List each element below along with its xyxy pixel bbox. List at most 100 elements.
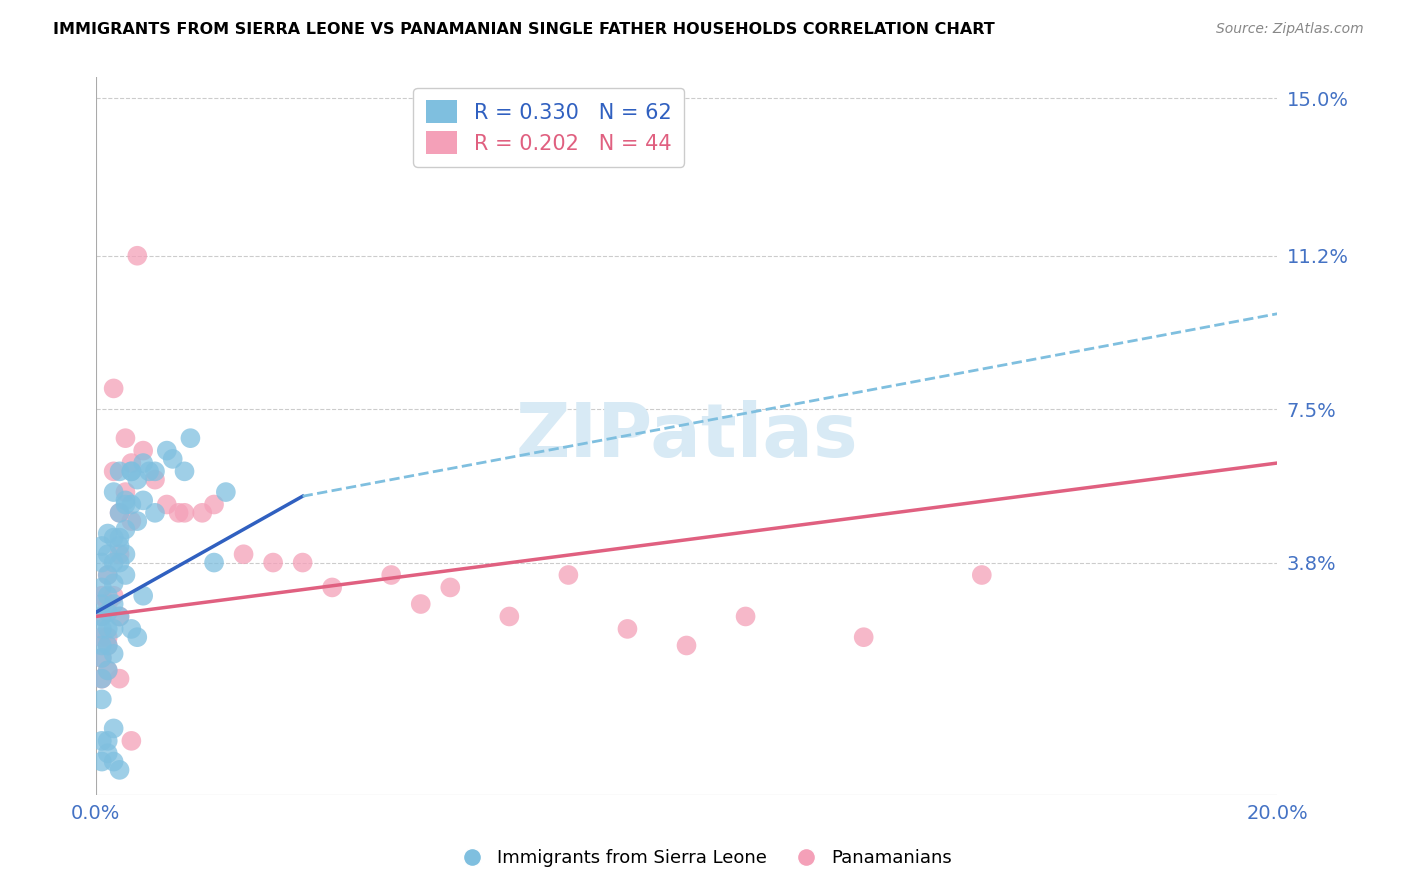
Point [97,622,120,636]
Point [215,485,238,500]
Point [108,531,131,545]
Point [108,556,131,570]
Point [127,514,149,528]
Point [97,547,120,561]
Point [90,622,112,636]
Point [120,456,142,470]
Point [132,589,155,603]
Point [103,647,125,661]
Point [120,464,142,478]
Point [127,630,149,644]
Point [132,456,155,470]
Point [114,547,136,561]
Point [120,498,142,512]
Point [127,249,149,263]
Point [162,451,184,466]
Point [90,672,112,686]
Point [498,609,520,624]
Point [97,597,120,611]
Point [439,581,461,595]
Point [108,609,131,624]
Point [409,597,432,611]
Point [103,464,125,478]
Point [90,609,112,624]
Point [108,464,131,478]
Point [191,506,214,520]
Point [114,485,136,500]
Point [114,568,136,582]
Point [103,597,125,611]
Point [557,568,579,582]
Point [103,485,125,500]
Point [90,609,112,624]
Point [90,639,112,653]
Point [90,734,112,748]
Point [321,581,343,595]
Point [103,622,125,636]
Point [120,514,142,528]
Point [380,568,402,582]
Point [970,568,993,582]
Point [90,651,112,665]
Point [90,597,112,611]
Point [90,672,112,686]
Point [97,734,120,748]
Point [852,630,875,644]
Point [97,747,120,761]
Point [202,498,225,512]
Point [90,556,112,570]
Legend: Immigrants from Sierra Leone, Panamanians: Immigrants from Sierra Leone, Panamanian… [446,842,960,874]
Point [103,755,125,769]
Point [114,498,136,512]
Point [616,622,638,636]
Point [138,464,160,478]
Point [173,506,195,520]
Point [108,547,131,561]
Point [90,630,112,644]
Point [97,639,120,653]
Point [97,589,120,603]
Point [262,556,284,570]
Point [103,531,125,545]
Point [97,605,120,619]
Text: Source: ZipAtlas.com: Source: ZipAtlas.com [1216,22,1364,37]
Point [120,734,142,748]
Point [103,722,125,736]
Point [143,464,166,478]
Text: ZIPatlas: ZIPatlas [515,400,858,473]
Point [90,581,112,595]
Point [103,381,125,395]
Point [132,443,155,458]
Point [179,431,201,445]
Point [90,755,112,769]
Point [291,556,314,570]
Point [120,464,142,478]
Point [143,473,166,487]
Point [90,651,112,665]
Point [108,609,131,624]
Point [103,576,125,591]
Point [108,506,131,520]
Point [156,498,179,512]
Point [114,522,136,536]
Point [90,692,112,706]
Point [143,506,166,520]
Point [97,639,120,653]
Point [127,473,149,487]
Point [108,763,131,777]
Point [97,568,120,582]
Legend: R = 0.330   N = 62, R = 0.202   N = 44: R = 0.330 N = 62, R = 0.202 N = 44 [413,87,685,167]
Point [167,506,190,520]
Point [232,547,254,561]
Point [97,630,120,644]
Point [97,568,120,582]
Point [97,664,120,678]
Point [675,639,697,653]
Point [108,506,131,520]
Point [156,443,179,458]
Point [90,589,112,603]
Point [120,622,142,636]
Text: IMMIGRANTS FROM SIERRA LEONE VS PANAMANIAN SINGLE FATHER HOUSEHOLDS CORRELATION : IMMIGRANTS FROM SIERRA LEONE VS PANAMANI… [53,22,995,37]
Point [103,556,125,570]
Point [202,556,225,570]
